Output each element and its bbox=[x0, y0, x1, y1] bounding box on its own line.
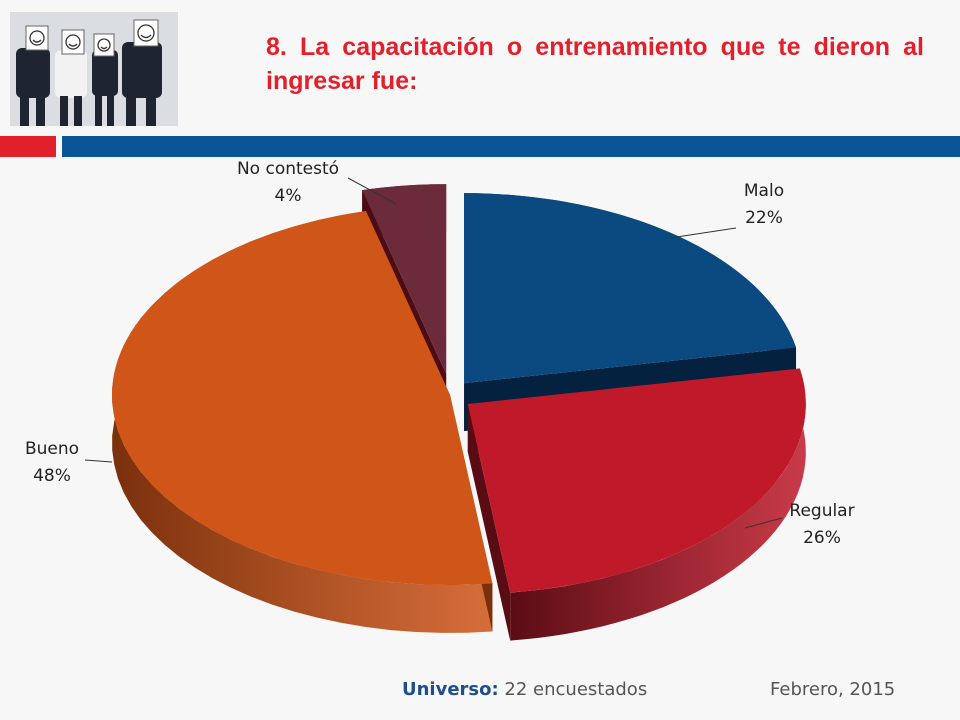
pie-slice-regular bbox=[467, 368, 806, 641]
pie-slice-bueno bbox=[111, 210, 493, 633]
header-photo bbox=[10, 12, 178, 126]
header-bar-blue bbox=[62, 136, 960, 157]
leader-line bbox=[744, 517, 783, 529]
pie-slice-top bbox=[464, 193, 797, 384]
slice-value-label: 22% bbox=[745, 208, 783, 228]
smiley-icon bbox=[29, 24, 155, 52]
slice-category-label: No contestó bbox=[237, 160, 339, 179]
slice-category-label: Malo bbox=[744, 181, 784, 201]
person-icon bbox=[16, 42, 162, 126]
pie-slice-top bbox=[111, 210, 493, 585]
footer-universe: Universo: 22 encuestados bbox=[402, 679, 647, 700]
slice-category-label: Bueno bbox=[25, 439, 79, 459]
page-title: 8. La capacitación o entrenamiento que t… bbox=[266, 33, 924, 95]
leader-line bbox=[669, 227, 737, 239]
header-bar-red bbox=[0, 136, 56, 157]
slice-value-label: 48% bbox=[33, 466, 71, 486]
universe-value: 22 encuestados bbox=[498, 679, 648, 700]
pie-chart: Malo 22% Regular 26% Bueno 48% No contestó 4% bbox=[25, 160, 855, 641]
pie-slice-side bbox=[510, 368, 806, 641]
leader-line bbox=[84, 459, 113, 463]
universe-label: Universo: bbox=[402, 679, 499, 700]
footer-date: Febrero, 2015 bbox=[770, 679, 896, 700]
pie-slice-top bbox=[467, 368, 806, 593]
leader-line bbox=[347, 177, 397, 205]
pie-slice-side bbox=[112, 211, 493, 633]
slice-value-label: 26% bbox=[803, 528, 841, 548]
pie-slice-wall bbox=[467, 404, 511, 641]
slice-category-label: Regular bbox=[789, 501, 854, 521]
pie-slice-top bbox=[362, 184, 447, 375]
slice-value-label: 4% bbox=[275, 186, 302, 206]
